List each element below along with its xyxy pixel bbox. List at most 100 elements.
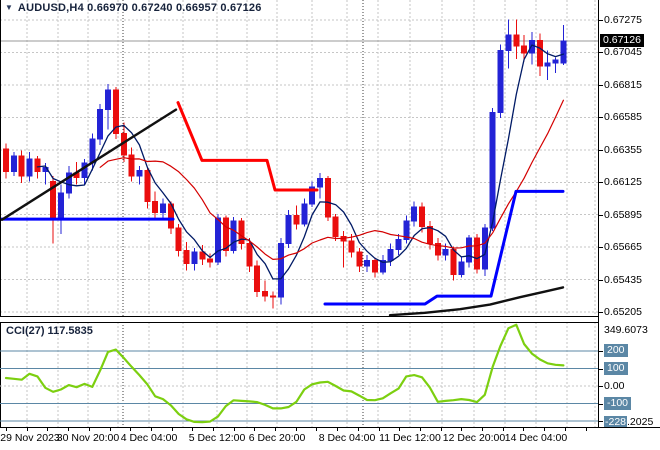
candle-body-bear xyxy=(293,214,300,225)
candle-body-bear xyxy=(426,226,433,245)
candle-body-bull xyxy=(285,214,292,245)
cci-min-label: -228.2025 xyxy=(604,416,654,428)
price-tick-label: 0.65205 xyxy=(604,306,642,319)
cci-tick-mark xyxy=(599,403,603,405)
time-tick-mark xyxy=(461,428,462,431)
cci-max-label: 349.6073 xyxy=(604,324,648,336)
candle-body-bull xyxy=(552,59,559,64)
time-tick-mark xyxy=(358,428,359,431)
candle-body-bull xyxy=(309,186,316,205)
time-tick-mark xyxy=(68,428,69,431)
time-tick-label: 29 Nov 2023 xyxy=(0,432,60,444)
time-axis[interactable]: 29 Nov 2023 30 Nov 20:00 4 Dec 04:00 5 Dec … xyxy=(0,427,660,450)
candle-body-bear xyxy=(371,260,378,273)
candle-body-bear xyxy=(536,39,543,67)
candle-body-bull xyxy=(160,203,166,214)
candle-body-bear xyxy=(144,169,151,202)
time-tick-label: 6 Dec 20:00 xyxy=(248,432,306,444)
candle-body-bull xyxy=(364,260,371,267)
time-tick-label: 8 Dec 04:00 xyxy=(318,432,376,444)
candle-body-bear xyxy=(183,250,190,264)
candle-body-bear xyxy=(269,295,276,298)
price-tick-mark xyxy=(599,20,603,22)
candle-body-bear xyxy=(222,217,229,252)
time-tick-mark xyxy=(544,428,545,431)
candle-body-bull xyxy=(442,248,449,256)
cci-panel-canvas[interactable] xyxy=(0,322,598,427)
time-tick-mark xyxy=(337,428,338,431)
candle-body-bear xyxy=(434,243,441,256)
time-tick-mark xyxy=(586,428,587,431)
candle-body-bull xyxy=(481,227,488,270)
candle-body-bull xyxy=(497,49,504,113)
time-tick-mark xyxy=(296,428,297,431)
candle-body-bear xyxy=(18,155,25,177)
cci-level-badge: -100 xyxy=(604,396,632,410)
price-tick-label: 0.65895 xyxy=(604,208,642,221)
price-tick-label: 0.65435 xyxy=(604,273,642,286)
red-resistance-step-line xyxy=(176,101,319,192)
candle-body-bear xyxy=(513,34,520,47)
cci-tick-mark xyxy=(599,421,603,422)
candle-body-bull xyxy=(230,220,237,252)
candle-body-bull xyxy=(301,203,308,225)
time-tick-mark xyxy=(192,428,193,431)
candle-body-bear xyxy=(254,265,261,293)
candle-body-bull xyxy=(214,217,221,263)
time-tick-mark xyxy=(420,428,421,431)
cci-zero-label: 0.00 xyxy=(604,380,625,392)
time-tick-mark xyxy=(316,428,317,431)
time-tick-mark xyxy=(213,428,214,431)
time-tick-mark xyxy=(523,428,524,431)
candle-body-bull xyxy=(411,206,418,222)
ma-red-line xyxy=(99,99,565,260)
candle-body-bull xyxy=(97,109,104,140)
candle-body-bear xyxy=(128,154,135,177)
time-tick-mark xyxy=(482,428,483,431)
cci-tick-mark xyxy=(599,386,603,387)
candle-body-bear xyxy=(246,243,253,267)
price-tick-mark xyxy=(599,117,603,119)
candle-body-bull xyxy=(528,39,535,54)
main-chart-canvas[interactable] xyxy=(0,0,598,322)
current-price-badge: 0.67126 xyxy=(600,34,644,48)
time-tick-mark xyxy=(275,428,276,431)
candle-body-bull xyxy=(65,172,72,194)
price-tick-mark xyxy=(599,247,603,249)
candle-body-bear xyxy=(348,240,355,253)
candle-body-bear xyxy=(175,227,182,252)
candle-body-bear xyxy=(199,251,206,260)
candle-body-bear xyxy=(474,237,480,270)
cci-line xyxy=(4,323,565,424)
time-tick-mark xyxy=(379,428,380,431)
price-tick-label: 0.67275 xyxy=(604,14,642,27)
time-tick-mark xyxy=(172,428,173,431)
candle-body-bear xyxy=(152,200,159,214)
blue-support-step-line-2 xyxy=(323,189,565,306)
price-tick-label: 0.66815 xyxy=(604,78,642,91)
cci-tick-mark xyxy=(599,351,603,352)
black-trend-line-1 xyxy=(0,108,178,221)
candle-body-bear xyxy=(324,178,331,218)
time-tick-label: 30 Nov 20:00 xyxy=(56,432,120,444)
candle-body-bull xyxy=(458,261,465,276)
candle-body-bear xyxy=(521,45,528,54)
time-tick-mark xyxy=(89,428,90,431)
candle-body-bear xyxy=(3,148,9,173)
candle-body-bull xyxy=(191,251,198,264)
price-tick-label: 0.67045 xyxy=(604,46,642,59)
price-axis[interactable]: 0.67126 349.6073 0.00 -228.2025 0.67275 0… xyxy=(598,0,660,428)
price-tick-mark xyxy=(599,52,603,54)
time-tick-label: 5 Dec 12:00 xyxy=(188,432,246,444)
candle-body-bear xyxy=(112,89,119,135)
candle-body-bull xyxy=(544,62,551,67)
cci-level-badge: 100 xyxy=(604,361,628,375)
time-tick-label: 14 Dec 04:00 xyxy=(504,432,568,444)
price-tick-mark xyxy=(599,279,603,281)
candle-body-bull xyxy=(466,237,473,263)
time-tick-label: 4 Dec 04:00 xyxy=(120,432,178,444)
price-tick-mark xyxy=(599,214,603,216)
time-tick-mark xyxy=(234,428,235,431)
price-tick-label: 0.66125 xyxy=(604,176,642,189)
